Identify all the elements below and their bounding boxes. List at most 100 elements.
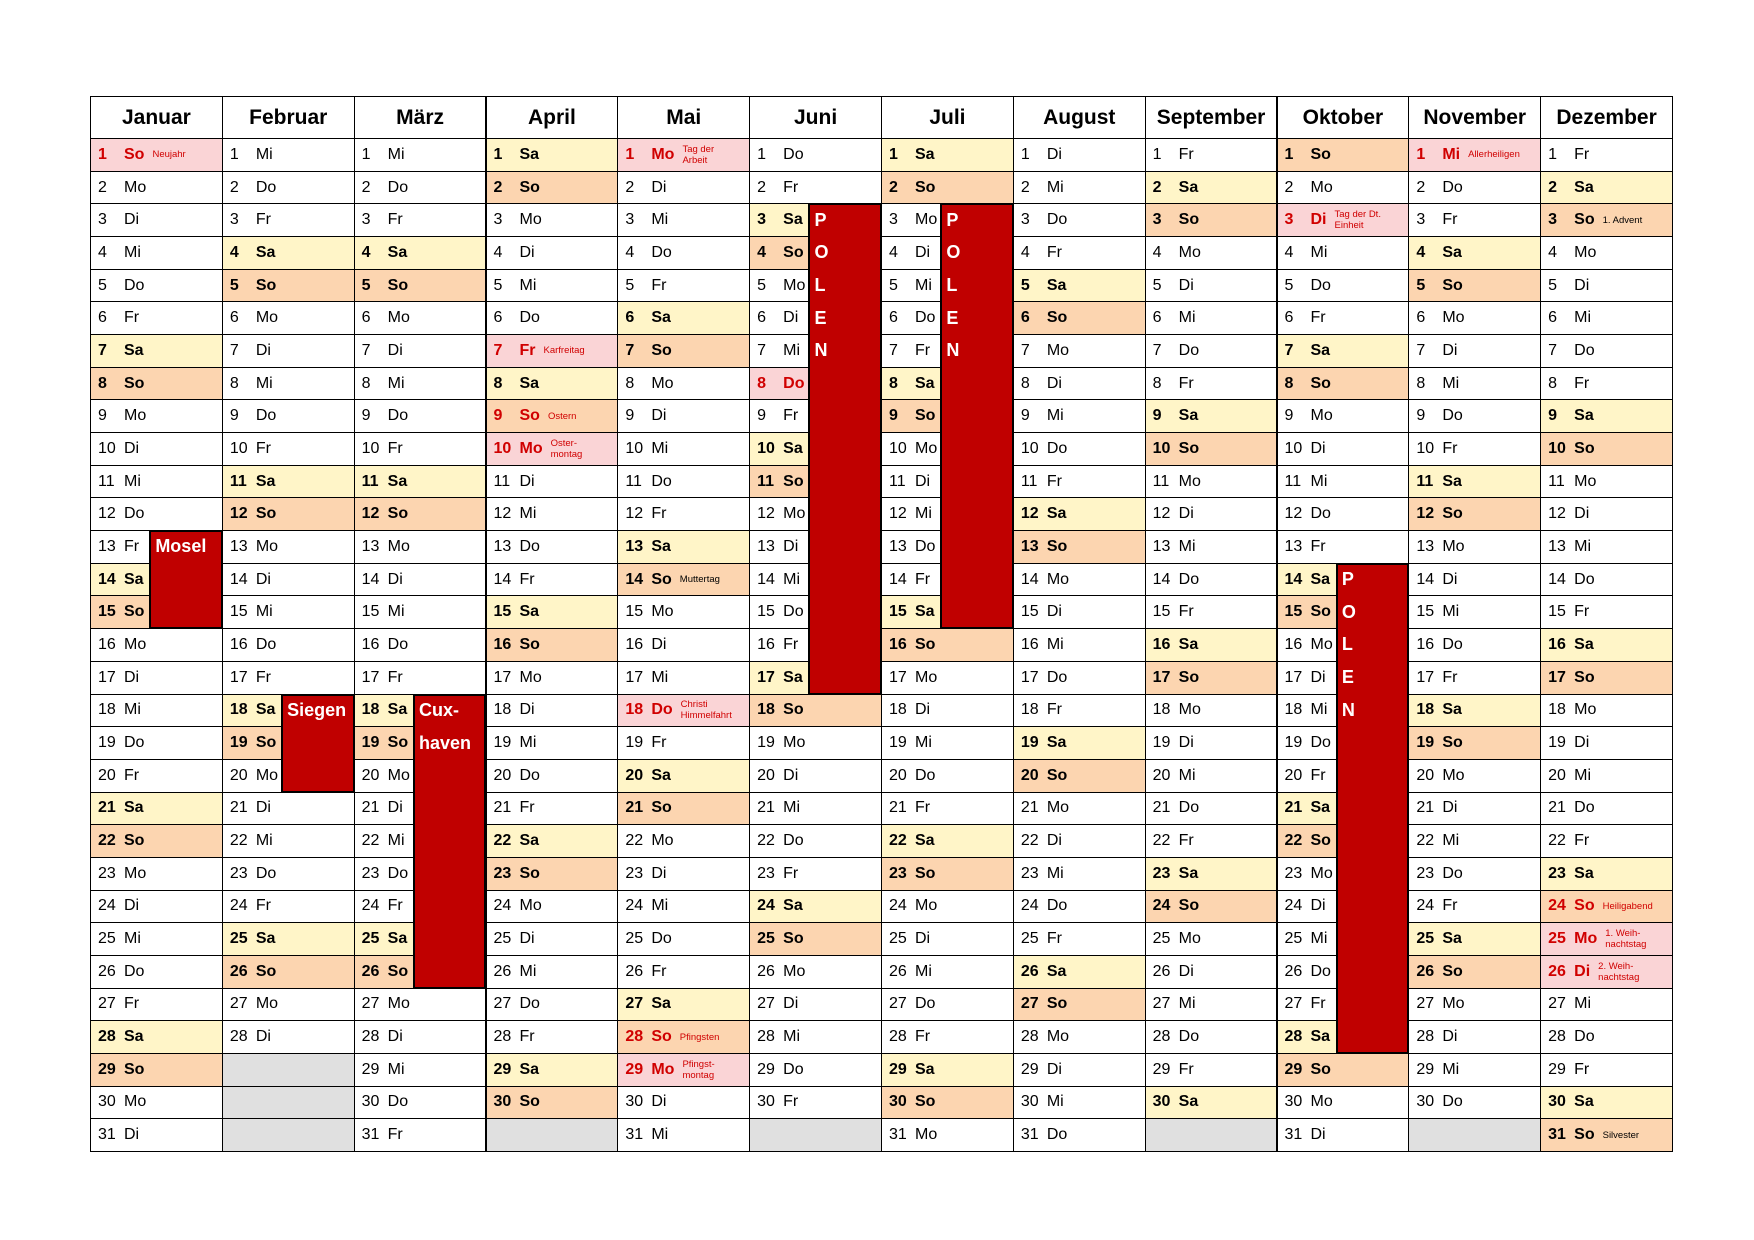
day-cell: 27 Do (485, 987, 619, 1022)
weekday: So (915, 864, 936, 882)
weekday: Di (783, 995, 799, 1013)
weekday: Mi (519, 962, 537, 980)
day-cell: 20 Do (485, 758, 619, 793)
weekday: Mo (1574, 701, 1597, 719)
day-cell: 4 Sa (1408, 236, 1542, 270)
day-number: 2 (1416, 178, 1426, 196)
weekday: Do (1178, 799, 1200, 817)
weekday: Do (387, 864, 409, 882)
day-number: 22 (229, 832, 248, 850)
weekday: Mo (519, 897, 542, 915)
day-cell: 25 So (749, 922, 882, 956)
day-cell: 17 So (1540, 660, 1673, 695)
weekday: Sa (387, 701, 408, 719)
day-number: 21 (757, 799, 775, 817)
weekday: Fr (1574, 603, 1590, 621)
weekday: Fr (651, 276, 667, 294)
weekday: Fr (915, 570, 931, 588)
day-cell: 3 Do (1012, 203, 1146, 238)
weekday: Sa (1178, 407, 1199, 425)
day-cell: 24 Mo (881, 889, 1014, 924)
day-cell: 9 So Ostern (485, 399, 619, 434)
day-number: 8 (1416, 374, 1426, 392)
weekday: Mi (519, 734, 537, 752)
day-cell: 24 Do (1012, 889, 1146, 924)
holiday-note: Tag der Arbeit (682, 143, 715, 166)
weekday: So (519, 635, 540, 653)
day-number: 10 (361, 439, 380, 457)
day-cell: 22 Mi (1408, 824, 1542, 858)
day-number: 29 (757, 1060, 775, 1078)
day-number: 27 (493, 995, 512, 1013)
day-cell: 29 Do (749, 1052, 882, 1087)
day-number: 19 (229, 734, 248, 752)
day-cell: 5 Fr (617, 268, 751, 303)
day-cell: 21 Sa (90, 791, 223, 826)
day-number: 6 (493, 309, 503, 327)
day-cell: 12 Di (1540, 497, 1673, 532)
day-number: 15 (1548, 603, 1566, 621)
day-cell: 25 Fr (1012, 922, 1146, 956)
day-cell: 19 So (1408, 726, 1542, 760)
weekday: Sa (915, 603, 935, 621)
weekday: Di (651, 635, 667, 653)
day-cell: 29 Mi (1408, 1052, 1542, 1087)
day-cell: 21 Do (1540, 791, 1673, 826)
day-number: 22 (1020, 832, 1039, 850)
day-number: 10 (625, 439, 644, 457)
weekday: Mo (915, 211, 938, 229)
day-number: 12 (229, 505, 248, 523)
day-cell: 7 Mo (1012, 334, 1146, 368)
day-number: 9 (1548, 407, 1558, 425)
day-number: 11 (1152, 472, 1170, 490)
day-cell: 8 Di (1012, 366, 1146, 401)
day-number: 23 (1416, 864, 1435, 882)
day-cell: 23 Di (617, 856, 751, 891)
weekday: Do (255, 407, 277, 425)
weekday: Fr (387, 897, 403, 915)
day-cell: 21 Fr (881, 791, 1014, 826)
day-number: 24 (1020, 897, 1039, 915)
day-number: 26 (889, 962, 907, 980)
month-header: Juni (749, 96, 882, 139)
day-number: 4 (1416, 243, 1426, 261)
day-number: 26 (1416, 962, 1435, 980)
weekday: Di (387, 341, 403, 359)
day-number: 5 (1416, 276, 1426, 294)
day-number: 17 (361, 668, 380, 686)
day-number: 18 (1416, 701, 1435, 719)
day-number: 9 (1152, 407, 1162, 425)
day-number: 21 (889, 799, 907, 817)
holiday-note: Karfreitag (543, 345, 585, 357)
day-cell: 25 Mi (90, 922, 223, 956)
day-number: 26 (1284, 962, 1303, 980)
day-cell: 23 So (881, 856, 1014, 891)
day-number: 23 (1020, 864, 1039, 882)
day-cell: 6 So (1012, 301, 1146, 336)
weekday: Mi (915, 276, 932, 294)
weekday: Mo (783, 962, 806, 980)
day-cell: 17 Fr (1408, 660, 1542, 695)
day-cell: 1 Sa (881, 138, 1014, 172)
weekday: Di (519, 472, 535, 490)
weekday: Sa (1442, 701, 1462, 719)
weekday: Do (1310, 962, 1331, 980)
weekday: Di (1442, 799, 1458, 817)
holiday-note: Allerheiligen (1468, 149, 1520, 161)
day-number: 24 (493, 897, 512, 915)
weekday: Mo (915, 668, 938, 686)
day-number: 22 (493, 832, 512, 850)
day-cell: 26 Di 2. Weih- nachtstag (1540, 954, 1673, 989)
weekday: Do (519, 537, 540, 555)
day-number: 4 (757, 243, 767, 261)
day-cell: 1 Mi (221, 138, 355, 172)
day-cell: 28 Fr (485, 1020, 619, 1054)
weekday: Mi (1442, 374, 1460, 392)
weekday: Do (124, 962, 145, 980)
day-cell: 30 Do (1408, 1085, 1542, 1120)
weekday: Do (124, 276, 145, 294)
day-cell: 5 Do (90, 268, 223, 303)
weekday: Do (387, 635, 409, 653)
day-number: 21 (1548, 799, 1566, 817)
